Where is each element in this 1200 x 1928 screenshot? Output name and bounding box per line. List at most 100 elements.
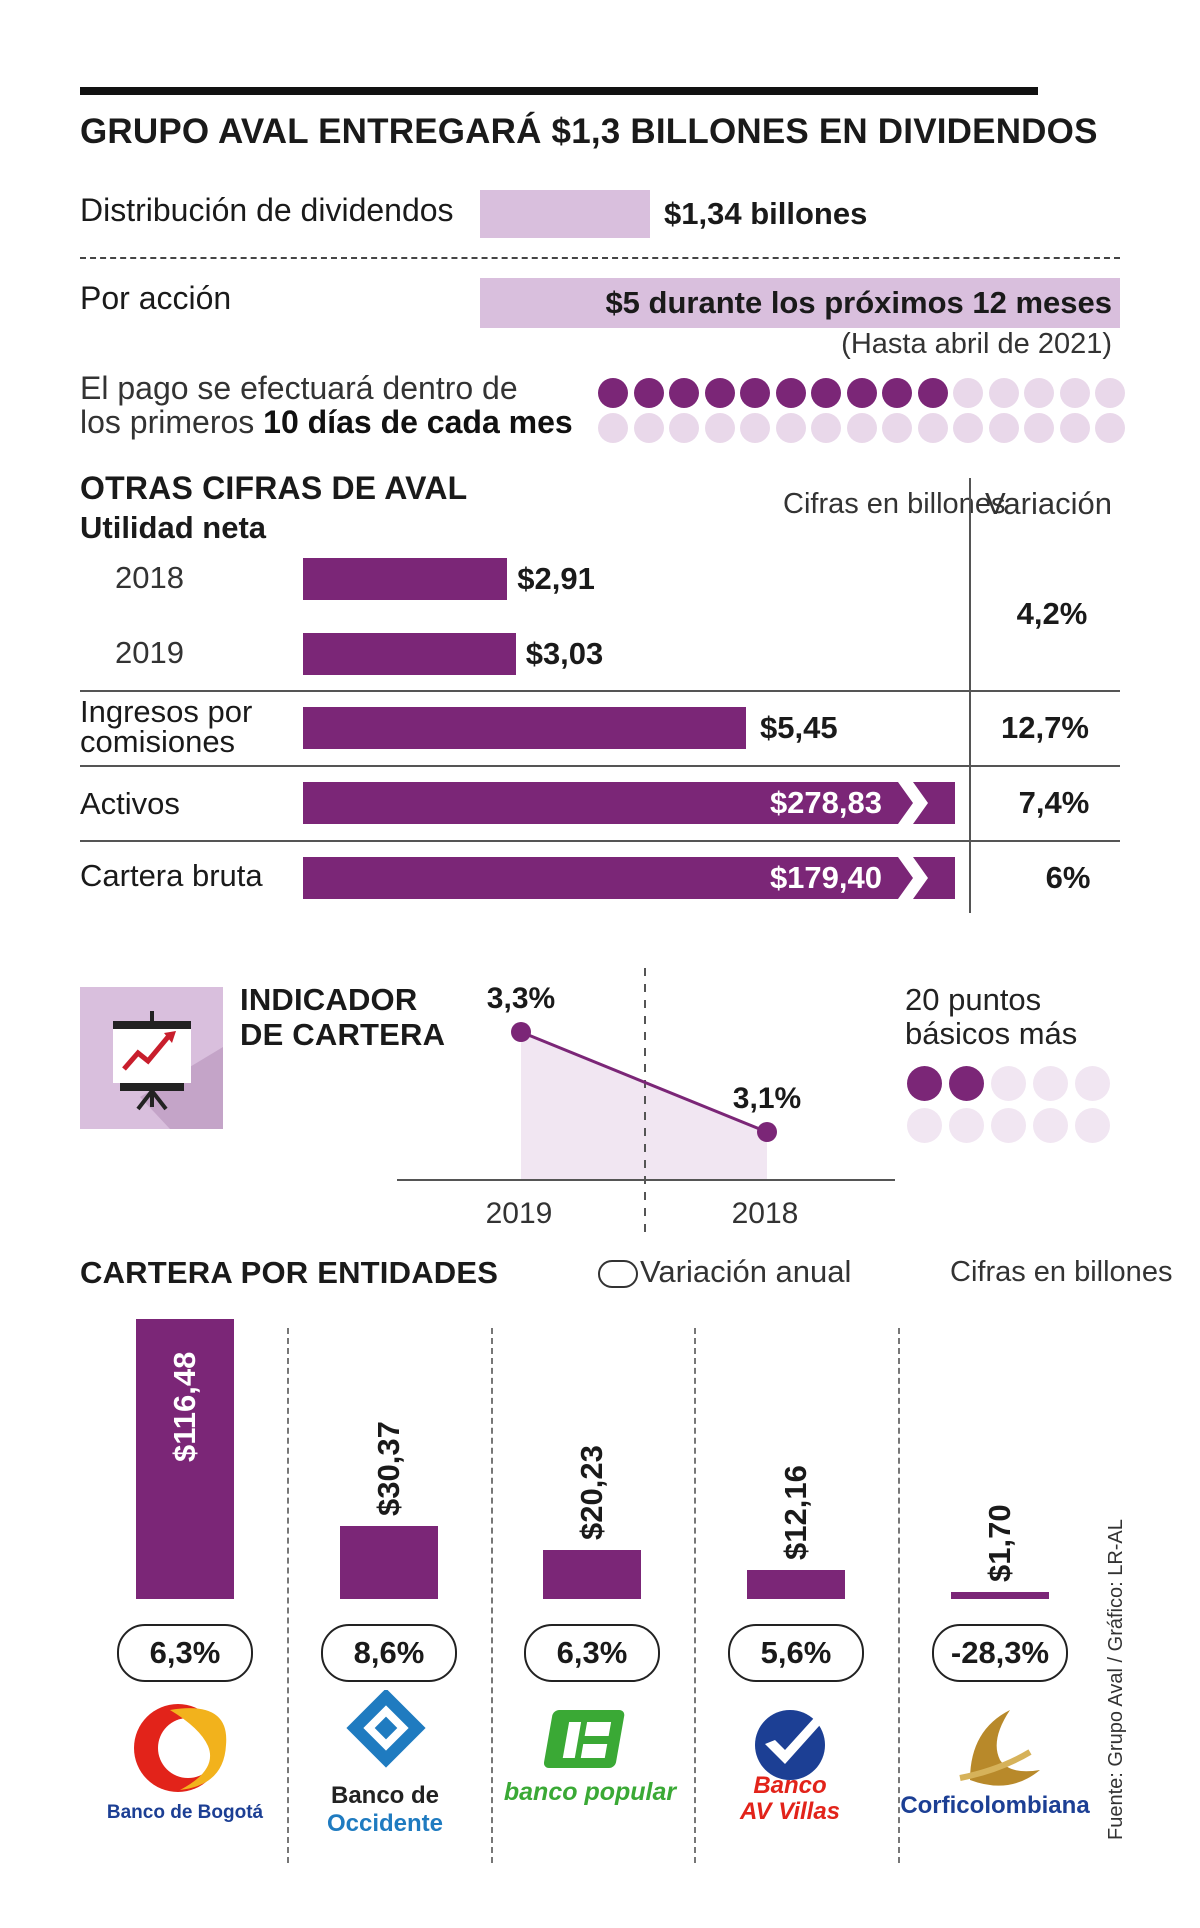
variation-legend: Variación anual bbox=[640, 1254, 852, 1289]
distribution-bar bbox=[480, 190, 650, 238]
ingresos-value: $5,45 bbox=[760, 710, 838, 745]
data-label-2019: 3,3% bbox=[487, 982, 555, 1015]
entity-separator bbox=[491, 1328, 493, 1863]
dot-filled bbox=[846, 378, 877, 408]
year-2018-label: 2018 bbox=[115, 560, 184, 595]
distribution-label: Distribución de dividendos bbox=[80, 192, 454, 228]
distribution-value: $1,34 billones bbox=[664, 196, 868, 231]
entity-value-2: $20,23 bbox=[574, 1445, 609, 1541]
dot-empty bbox=[1075, 1066, 1110, 1101]
utilidad-2018-value: $2,91 bbox=[517, 561, 595, 596]
data-point-2018 bbox=[757, 1122, 777, 1142]
points-line2: básicos más bbox=[905, 1016, 1078, 1051]
dot-empty bbox=[811, 413, 841, 443]
banco-occidente-logo: Banco de Occidente bbox=[310, 1688, 460, 1840]
popular-logo-text: banco popular bbox=[503, 1778, 677, 1806]
dot-filled bbox=[704, 378, 735, 408]
payment-line1: El pago se efectuará dentro de bbox=[80, 370, 518, 406]
entity-value-1: $30,37 bbox=[371, 1421, 406, 1516]
popular-logo-icon bbox=[543, 1710, 625, 1768]
entidades-units-note: Cifras en billones bbox=[950, 1256, 1173, 1288]
variation-header: Variación bbox=[985, 486, 1112, 521]
dot-empty bbox=[949, 1108, 984, 1143]
occidente-logo-line2: Occidente bbox=[326, 1810, 444, 1837]
dot-empty bbox=[669, 413, 699, 443]
per-share-bar bbox=[480, 278, 1120, 328]
dot-empty bbox=[1033, 1066, 1068, 1101]
dot-empty bbox=[991, 1108, 1026, 1143]
points-line1: 20 puntos bbox=[905, 982, 1042, 1017]
variation-pill-1: 8,6% bbox=[321, 1624, 457, 1682]
variation-pill-3: 5,6% bbox=[728, 1624, 864, 1682]
entidades-heading: CARTERA POR ENTIDADES bbox=[80, 1255, 499, 1290]
activos-variation: 7,4% bbox=[1018, 785, 1090, 820]
x-tick-2018: 2018 bbox=[732, 1197, 799, 1230]
entity-separator bbox=[898, 1328, 900, 1863]
cartera-bruta-value: $179,40 bbox=[769, 860, 882, 895]
banco-popular-logo: banco popular bbox=[495, 1700, 685, 1830]
dot-empty bbox=[917, 413, 948, 443]
utilidad-2018-bar bbox=[303, 558, 508, 600]
dot-empty bbox=[882, 413, 912, 443]
dot-empty bbox=[1033, 1108, 1068, 1143]
dot-empty bbox=[1024, 413, 1054, 443]
variation-pill-0: 6,3% bbox=[117, 1624, 253, 1682]
dashed-divider bbox=[80, 257, 1120, 259]
dot-empty bbox=[598, 413, 628, 443]
utilidad-heading: Utilidad neta bbox=[80, 510, 267, 545]
dot-filled bbox=[917, 378, 948, 408]
row-divider-2 bbox=[80, 765, 1120, 767]
dot-empty bbox=[988, 413, 1019, 443]
dot-empty bbox=[1095, 378, 1125, 408]
top-rule bbox=[80, 87, 1038, 95]
row-divider-3 bbox=[80, 840, 1120, 842]
indicador-heading-line2: DE CARTERA bbox=[240, 1017, 446, 1052]
utilidad-2019-bar bbox=[303, 633, 516, 675]
series-line bbox=[520, 1030, 768, 1134]
dot-empty bbox=[1095, 413, 1125, 443]
variation-pill-2: 6,3% bbox=[524, 1624, 660, 1682]
dot-empty bbox=[1059, 378, 1090, 408]
dot-filled bbox=[811, 378, 841, 408]
year-2019-label: 2019 bbox=[115, 635, 184, 670]
avvillas-logo-icon bbox=[755, 1706, 837, 1780]
utilidad-2019-value: $3,03 bbox=[525, 636, 604, 671]
data-point-2019 bbox=[511, 1022, 531, 1042]
corfi-logo-text: Corficolombiana bbox=[900, 1792, 1090, 1819]
row-divider-1 bbox=[80, 690, 1120, 692]
activos-bar bbox=[303, 782, 955, 824]
cartera-bruta-label: Cartera bruta bbox=[80, 858, 263, 893]
dot-empty bbox=[846, 413, 877, 443]
indicador-line-chart: 3,3% 2019 3,1% 2018 bbox=[397, 968, 895, 1240]
variation-divider bbox=[969, 478, 971, 913]
otras-units-note: Cifras en billones bbox=[783, 488, 1006, 520]
dot-empty bbox=[1024, 378, 1054, 408]
entity-value-4: $1,70 bbox=[982, 1504, 1017, 1582]
presentation-icon bbox=[80, 987, 223, 1129]
activos-value: $278,83 bbox=[769, 785, 882, 820]
dot-empty bbox=[740, 413, 770, 443]
chart-board-icon bbox=[113, 1011, 223, 1129]
cartera-bruta-bar bbox=[303, 857, 955, 899]
dot-empty bbox=[988, 378, 1019, 408]
entity-bar-3 bbox=[747, 1569, 845, 1599]
dot-filled bbox=[669, 378, 699, 408]
variation-legend-icon bbox=[598, 1260, 638, 1288]
entity-value-0: $116,48 bbox=[167, 1351, 202, 1462]
dot-filled bbox=[633, 378, 664, 408]
ingresos-variation: 12,7% bbox=[1001, 710, 1089, 745]
banco-bogota-logo: Banco de Bogotá bbox=[100, 1690, 270, 1835]
dot-empty bbox=[704, 413, 735, 443]
avvillas-logo-line1: Banco bbox=[753, 1772, 827, 1799]
variation-pill-4: -28,3% bbox=[932, 1624, 1068, 1682]
dot-filled bbox=[949, 1066, 984, 1101]
entity-separator bbox=[287, 1328, 289, 1863]
occidente-logo-icon bbox=[346, 1688, 426, 1768]
dot-empty bbox=[953, 413, 983, 443]
per-share-label: Por acción bbox=[80, 280, 232, 316]
bogota-logo-text: Banco de Bogotá bbox=[106, 1802, 264, 1823]
cartera-bruta-variation: 6% bbox=[1045, 860, 1091, 895]
entity-bar-2 bbox=[543, 1550, 641, 1599]
banco-avvillas-logo: Banco AV Villas bbox=[725, 1700, 875, 1840]
payment-line2: los primeros 10 días de cada mes bbox=[80, 404, 573, 441]
